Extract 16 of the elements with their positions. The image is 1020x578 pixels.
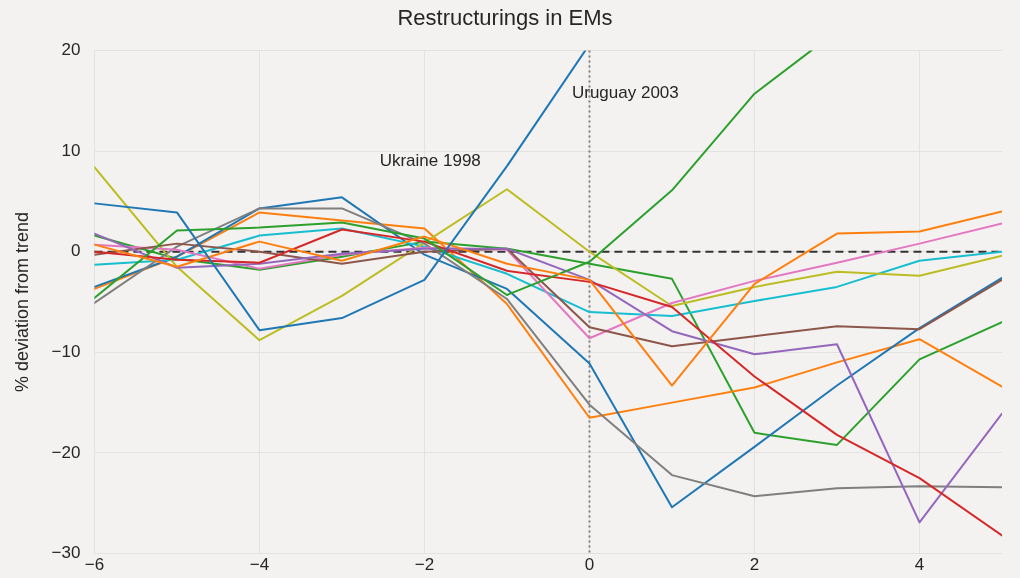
y-tick-label: −30 <box>51 543 81 563</box>
x-tick-label: −6 <box>84 555 105 575</box>
y-tick-label: 0 <box>70 241 81 261</box>
x-tick-label: 0 <box>584 555 595 575</box>
y-tick-label: 20 <box>61 40 81 60</box>
x-tick-label: 4 <box>914 555 925 575</box>
annotation: Ukraine 1998 <box>379 150 481 170</box>
y-tick-label: −10 <box>51 342 81 362</box>
y-tick-label: −20 <box>51 442 81 462</box>
chart-title: Restructurings in EMs <box>397 5 613 31</box>
y-tick-label: 10 <box>61 140 81 160</box>
annotation: Uruguay 2003 <box>571 82 679 102</box>
y-axis-title: % deviation from trend <box>11 211 32 393</box>
x-tick-label: −4 <box>249 555 270 575</box>
x-tick-label: −2 <box>414 555 435 575</box>
x-tick-label: 2 <box>749 555 760 575</box>
